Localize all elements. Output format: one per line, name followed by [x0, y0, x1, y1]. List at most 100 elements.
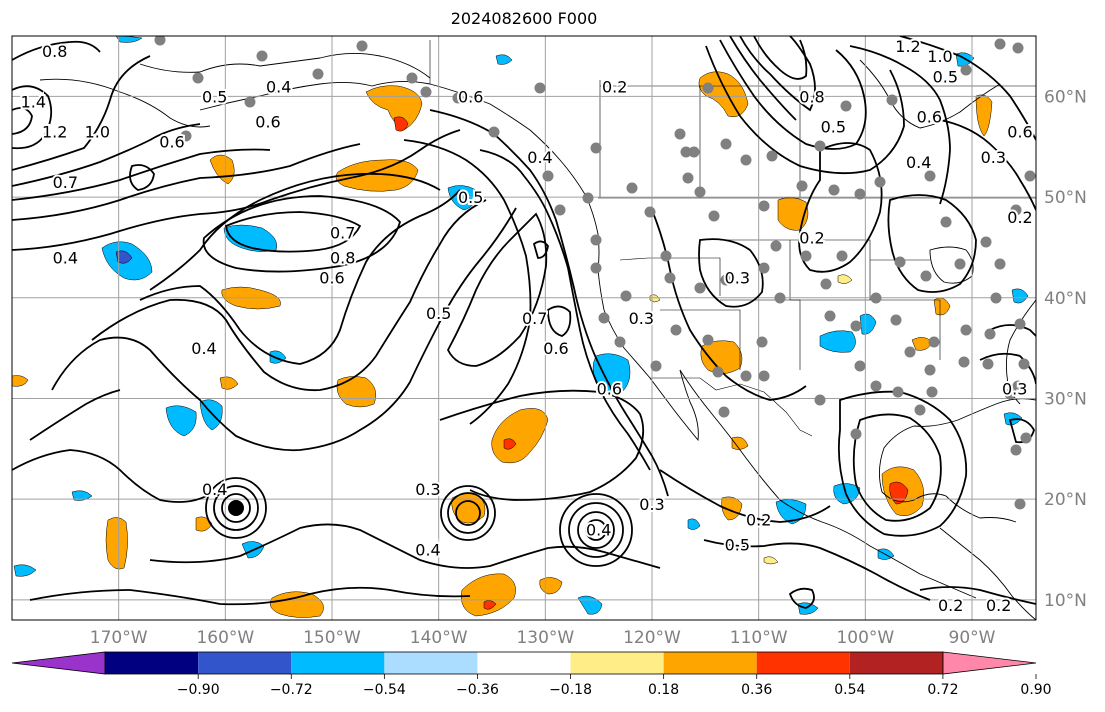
fill-patch [105, 517, 128, 570]
contour-line [849, 45, 951, 205]
contour-line [852, 413, 942, 522]
fill-patch [71, 490, 93, 501]
colorbar-segment [198, 652, 292, 674]
contour-label: 0.3 [629, 309, 654, 328]
colorbar-upper-extension [942, 651, 1037, 675]
contour-line [753, 36, 808, 80]
state-border [648, 257, 721, 296]
colorbar-tick-label: −0.36 [456, 682, 499, 698]
station-dot [984, 328, 996, 340]
station-dot [718, 406, 730, 418]
station-dot [994, 258, 1006, 270]
contour-line [12, 449, 211, 503]
station-dot [682, 172, 694, 184]
station-dot [874, 176, 886, 188]
fill-patch [797, 602, 819, 615]
station-dot [982, 358, 994, 370]
gulf-of-mexico-coast [879, 398, 1036, 523]
station-dot [680, 146, 692, 158]
contour-label: 0.2 [986, 596, 1011, 615]
fill-patch [731, 436, 749, 450]
contour-line [729, 36, 797, 121]
station-dot [590, 262, 602, 274]
contour-label: 0.4 [266, 77, 291, 96]
alaska-peninsula [199, 81, 373, 111]
station-dot [766, 150, 778, 162]
contour-label: 0.4 [415, 541, 440, 560]
contour-line [12, 143, 361, 221]
contour-label: 1.0 [927, 47, 952, 66]
station-dot [1024, 170, 1036, 182]
station-dot [694, 282, 706, 294]
station-dot [814, 394, 826, 406]
colorbar-segment [477, 652, 571, 674]
contour-line [29, 586, 471, 606]
contour-line [919, 586, 1036, 605]
cyclone-contour [440, 485, 496, 541]
colorbar-tick-label: 0.54 [834, 682, 865, 698]
fill-patch [335, 159, 419, 192]
contour-label: 0.4 [53, 249, 78, 268]
station-dot [836, 250, 848, 262]
station-dot [650, 360, 662, 372]
baja-california-coast [649, 369, 699, 442]
station-dot [554, 204, 566, 216]
mexico-west-coast [679, 369, 977, 599]
station-dot [702, 334, 714, 346]
station-dot [994, 38, 1006, 50]
latitude-label: 60°N [1044, 87, 1087, 107]
colorbar-tick-label: 0.36 [741, 682, 772, 698]
station-dot [1010, 444, 1022, 456]
colorbar-segment [105, 652, 199, 674]
contour-line [899, 36, 1036, 141]
station-dot [1014, 318, 1026, 330]
fill-patch [721, 496, 743, 521]
contour-label: 0.2 [938, 596, 963, 615]
station-dot [960, 324, 972, 336]
station-dot [924, 170, 936, 182]
contour-line [403, 139, 532, 425]
fill-patch [270, 591, 324, 618]
station-dot [914, 404, 926, 416]
contour-labels: 0.81.41.2 1.00.70.60.50.60.40.60.50.70.80… [19, 36, 1035, 617]
colorbar-tick-label: −0.72 [270, 682, 313, 698]
contour-line [12, 107, 33, 135]
station-dot [244, 96, 256, 108]
station-dot [582, 192, 594, 204]
contour-label: 0.8 [799, 87, 824, 106]
station-dot [694, 186, 706, 198]
station-dot [854, 188, 866, 200]
fill-patch [447, 185, 477, 211]
station-dot [890, 314, 902, 326]
contour-label: 0.7 [522, 309, 547, 328]
contour-label: 0.6 [597, 379, 622, 398]
colorbar-segment [849, 652, 943, 674]
station-dot [894, 256, 906, 268]
station-dot [840, 100, 852, 112]
contour-line [989, 324, 1036, 337]
contour-label: 0.6 [917, 108, 942, 127]
contour-line [202, 195, 402, 273]
contour-line [705, 45, 905, 175]
cyclone-contour [455, 500, 481, 526]
station-dot [712, 366, 724, 378]
station-dot [720, 138, 732, 150]
station-dot [886, 94, 898, 106]
contour-label: 0.6 [159, 133, 184, 152]
state-border [790, 239, 871, 300]
station-dot [870, 292, 882, 304]
colorbar-tick-label: 0.18 [648, 682, 679, 698]
contour-label: 0.4 [191, 339, 216, 358]
contour-line [149, 523, 661, 569]
contour-label: 0.7 [53, 173, 78, 192]
station-dot [796, 180, 808, 192]
latitude-label: 50°N [1044, 188, 1087, 208]
station-dot [920, 270, 932, 282]
contour-line [51, 207, 517, 452]
fill-patch [393, 116, 409, 132]
station-dot [312, 68, 324, 80]
colorbar-tick-label: −0.54 [363, 682, 406, 698]
alaska-north-coast [139, 53, 431, 79]
contour-line [446, 212, 548, 367]
contour-label: 0.6 [319, 269, 344, 288]
